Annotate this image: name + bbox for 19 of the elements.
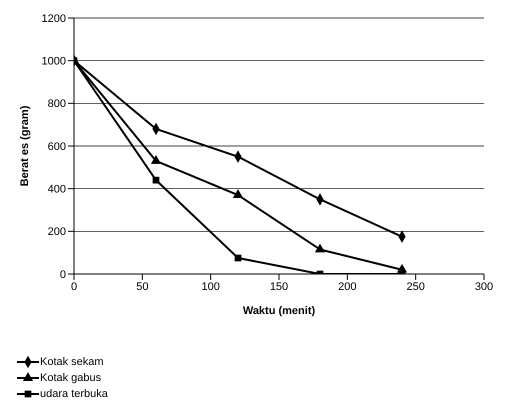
legend-label: udara terbuka <box>40 388 108 400</box>
x-tick-label: 300 <box>474 280 494 293</box>
legend-label: Kotak sekam <box>40 356 104 368</box>
y-tick-label: 400 <box>48 184 66 196</box>
y-tick-label: 0 <box>60 268 66 281</box>
x-tick-label: 0 <box>70 280 78 293</box>
x-tick-label: 200 <box>338 280 357 293</box>
x-tick-label: 50 <box>136 280 148 293</box>
y-tick-label: 1200 <box>42 12 66 25</box>
y-tick-label: 1000 <box>42 56 66 68</box>
y-tick-label: 200 <box>48 226 66 238</box>
x-axis-title: Waktu (menit) <box>242 305 316 317</box>
y-tick-label: 800 <box>48 98 66 110</box>
x-tick-label: 250 <box>406 280 425 293</box>
legend-label: Kotak gabus <box>40 372 102 384</box>
x-tick-label: 150 <box>270 280 288 293</box>
y-tick-label: 600 <box>48 140 66 153</box>
x-tick-label: 100 <box>201 280 220 293</box>
y-axis-title: Berat es (gram) <box>18 105 31 186</box>
